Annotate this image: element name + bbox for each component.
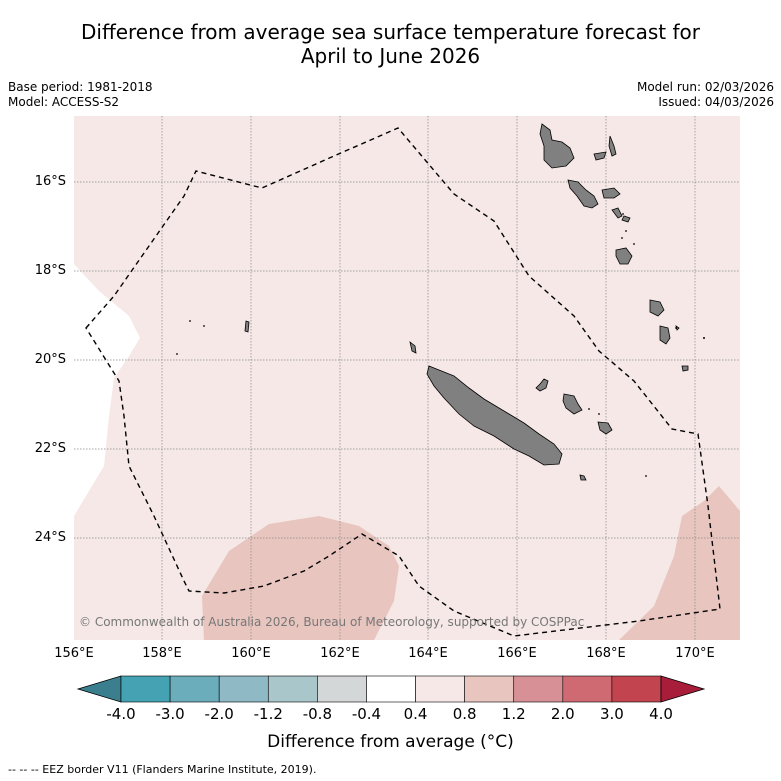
neutral-anomaly-region — [74, 264, 140, 516]
colorbar-tick-label: -4.0 — [106, 705, 136, 723]
new-caledonia — [426, 365, 563, 466]
islet — [176, 353, 178, 355]
colorbar-segment — [120, 675, 171, 703]
epi-island — [611, 207, 623, 219]
issued-date: Issued: 04/03/2026 — [658, 95, 774, 109]
land-masses — [244, 123, 689, 481]
lat-label-20s: 20°S — [34, 352, 66, 367]
colorbar-tick-label: 0.8 — [452, 705, 477, 723]
islet — [203, 325, 205, 327]
chart-title: Difference from average sea surface temp… — [0, 20, 781, 68]
title-line-2: April to June 2026 — [300, 44, 481, 68]
lon-label-170e: 170°E — [675, 646, 715, 661]
islet — [588, 408, 590, 410]
colorbar-segment — [366, 675, 416, 703]
malo-island — [593, 151, 607, 161]
lifou-island — [562, 393, 583, 415]
model-run: Model run: 02/03/2026 — [636, 80, 774, 94]
lat-label-24s: 24°S — [34, 530, 66, 545]
colorbar-tick-label: 4.0 — [649, 705, 673, 723]
small-islets — [176, 213, 705, 477]
islet — [645, 475, 647, 477]
islet — [703, 337, 705, 339]
lon-label-156e: 156°E — [54, 646, 94, 661]
colorbar-tick-label: 2.0 — [550, 705, 575, 723]
colorbar-extend-low — [76, 675, 122, 703]
colorbar-extend-high — [660, 675, 706, 703]
malakula — [567, 179, 599, 209]
colorbar-segment — [513, 675, 564, 703]
lon-label-160e: 160°E — [231, 646, 271, 661]
ambrym — [601, 187, 621, 199]
colorbar-segment — [464, 675, 515, 703]
lat-label-16s: 16°S — [34, 174, 66, 189]
lat-label-22s: 22°S — [34, 441, 66, 456]
colorbar-segment — [317, 675, 367, 703]
copyright-notice: © Commonwealth of Australia 2026, Bureau… — [79, 615, 585, 629]
lon-label-162e: 162°E — [320, 646, 360, 661]
colorbar-tick-label: -0.8 — [302, 705, 332, 723]
colorbar-tick-label: 0.4 — [403, 705, 428, 723]
islet — [633, 243, 635, 245]
maewo-island — [608, 135, 617, 157]
ocean-background — [74, 116, 740, 640]
lon-label-166e: 166°E — [497, 646, 537, 661]
base-period: Base period: 1981-2018 — [8, 80, 153, 94]
colorbar-tick-label: -0.4 — [351, 705, 382, 723]
aneityum — [681, 365, 689, 372]
lon-label-168e: 168°E — [586, 646, 626, 661]
efate — [615, 247, 633, 265]
chesterfield-islet — [244, 320, 250, 333]
islet — [625, 230, 627, 232]
erromango — [649, 299, 665, 317]
mare-island — [597, 421, 613, 435]
eez-footnote: -- -- -- EEZ border V11 (Flanders Marine… — [8, 763, 317, 776]
map-panel — [74, 116, 740, 640]
new-caledonia-north-islet — [409, 340, 417, 354]
islet — [621, 237, 623, 239]
islet — [675, 327, 677, 329]
colorbar-tick-label: -3.0 — [155, 705, 185, 723]
graticule — [74, 116, 740, 640]
colorbar-segment — [218, 675, 269, 703]
colorbar-segment — [562, 675, 613, 703]
lat-label-18s: 18°S — [34, 263, 66, 278]
islet — [189, 320, 191, 322]
colorbar-tick-label: 3.0 — [599, 705, 624, 723]
meta-left: Base period: 1981-2018 Model: ACCESS-S2 — [8, 80, 153, 110]
espiritu-santo — [539, 123, 575, 169]
colorbar-segment — [611, 675, 662, 703]
lon-label-158e: 158°E — [142, 646, 182, 661]
colorbar — [76, 675, 706, 703]
colorbar-segments — [76, 675, 706, 703]
tanna — [659, 325, 671, 345]
shepherd-islands — [621, 215, 631, 223]
meta-right: Model run: 02/03/2026 Issued: 04/03/2026 — [637, 80, 774, 110]
colorbar-segment — [415, 675, 465, 703]
colorbar-segment — [267, 675, 318, 703]
colorbar-segment — [169, 675, 220, 703]
lon-label-164e: 164°E — [408, 646, 448, 661]
title-line-1: Difference from average sea surface temp… — [80, 20, 700, 44]
colorbar-label: Difference from average (°C) — [267, 732, 514, 752]
colorbar-tick-label: -2.0 — [204, 705, 234, 723]
ouvea-island — [535, 378, 549, 392]
colorbar-tick-label: -1.2 — [253, 705, 283, 723]
islet — [622, 213, 624, 215]
islet — [598, 413, 600, 415]
colorbar-tick-label: 1.2 — [501, 705, 526, 723]
walpole-island — [579, 474, 587, 481]
model-name: Model: ACCESS-S2 — [8, 95, 120, 109]
